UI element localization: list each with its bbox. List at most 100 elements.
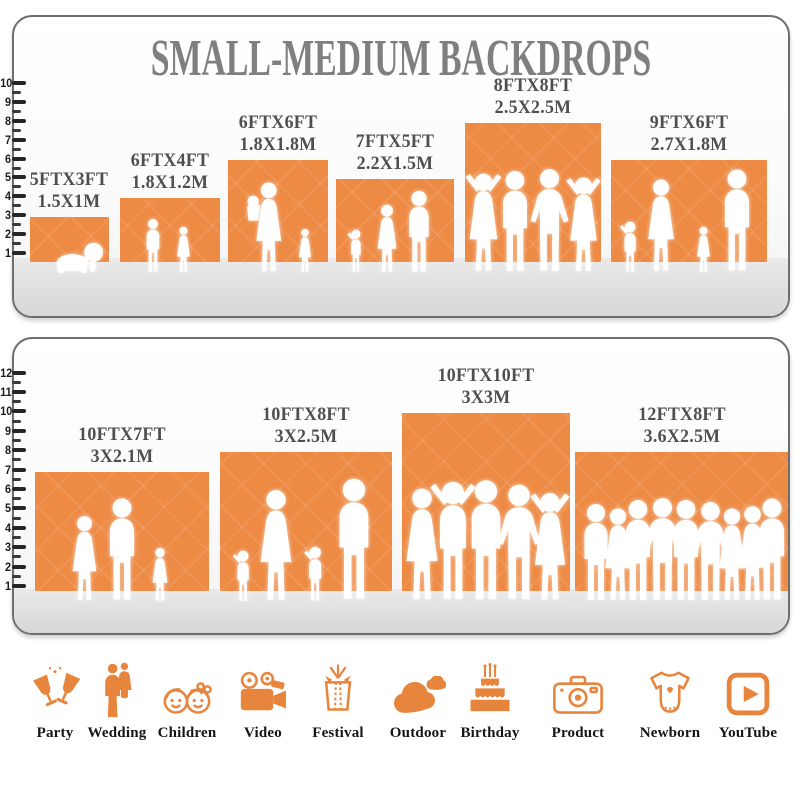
size-label-ft: 10FTX10FT (437, 365, 535, 386)
silhouette-woman-armsup (521, 491, 579, 603)
category-festival: Festival (296, 660, 380, 742)
silhouette-woman-armsup (558, 176, 609, 274)
ruler-minor-tick (12, 516, 21, 520)
silhouette-man (494, 170, 536, 274)
ruler-minor-tick (12, 109, 21, 113)
ruler-minor-tick (12, 555, 21, 559)
category-label: Wedding (87, 725, 147, 741)
ruler-bottom-number-1: 1 (4, 579, 11, 593)
ruler-bottom-number-11: 11 (0, 385, 12, 399)
panel-small-medium: SMALL-MEDIUM BACKDROPS 5FTX3FT 1.5X1M 6FTX… (12, 15, 790, 318)
category-label: YouTube (718, 725, 778, 741)
size-label-ft: 10FTX8FT (262, 404, 350, 425)
category-children: Children (145, 660, 229, 742)
ruler-minor-tick (12, 223, 21, 227)
ruler-major-tick (12, 390, 26, 394)
ruler-bottom-number-3: 3 (4, 540, 11, 555)
size-label-m: 3.6X2.5M (643, 426, 721, 447)
ruler-major-tick (12, 564, 26, 569)
ruler-bottom-number-2: 2 (4, 559, 11, 574)
silhouette-woman-armsup (457, 172, 510, 274)
ruler-top-number-9: 9 (4, 94, 11, 109)
size-label-m: 3X3M (461, 387, 511, 408)
ruler-bottom-number-6: 6 (4, 482, 11, 496)
ruler-minor-tick (12, 147, 21, 151)
size-label-ft: 6FTX6FT (238, 112, 318, 133)
silhouette-man (329, 477, 379, 603)
silhouette-woman (67, 515, 102, 603)
wedding-icon (75, 660, 159, 718)
category-label: Festival (312, 725, 364, 741)
silhouette-woman (733, 505, 772, 603)
ruler-major-tick (12, 525, 26, 530)
backdrop-size-label: 6FTX6FT 1.8X1.8M (193, 112, 362, 156)
outdoor-icon (376, 660, 460, 718)
backdrop-size-label: 12FTX8FT 3.6X2.5M (597, 404, 766, 448)
size-label-ft: 9FTX6FT (649, 112, 729, 133)
silhouette-woman-holding (242, 182, 290, 274)
size-label-m: 1.8X1.2M (131, 172, 209, 193)
ruler-minor-tick (12, 439, 21, 442)
category-label: Outdoor (389, 725, 447, 741)
page-title: SMALL-MEDIUM BACKDROPS (150, 30, 652, 87)
silhouette-man-pose (684, 501, 737, 603)
category-wedding: Wedding (75, 660, 159, 742)
silhouette-man (576, 503, 616, 603)
silhouette-woman (642, 178, 680, 274)
size-label-m: 2.7X1.8M (650, 134, 728, 155)
ruler-bottom-number-9: 9 (4, 423, 11, 438)
festival-icon (296, 660, 380, 718)
silhouette-toddler (345, 228, 365, 274)
ruler-bottom-number-4: 4 (4, 520, 11, 535)
silhouette-man-pose (488, 483, 550, 603)
backdrop-size-label: 10FTX7FT 3X2.1M (37, 424, 206, 468)
backdrop-size-label: 8FTX8FT 2.5X2.5M (448, 75, 617, 119)
ruler-minor-tick (12, 204, 21, 208)
category-label: Newborn (639, 725, 701, 741)
ruler-major-tick (12, 156, 26, 161)
ruler-major-tick (12, 118, 26, 123)
ruler-major-tick (12, 137, 26, 142)
silhouette-woman (399, 487, 445, 603)
ruler-minor-tick (12, 128, 21, 132)
ruler-major-tick (12, 232, 26, 237)
category-outdoor: Outdoor (376, 660, 460, 742)
ruler-major-tick (12, 175, 26, 180)
ruler-minor-tick (12, 574, 21, 578)
ruler-bottom-number-12: 12 (0, 365, 13, 380)
ruler-top-number-1: 1 (4, 246, 11, 260)
ruler-minor-tick (12, 419, 21, 423)
silhouette-woman (174, 226, 193, 274)
silhouette-man-pose (522, 168, 577, 274)
ruler-major-tick (12, 448, 26, 453)
ruler-major-tick (12, 213, 26, 218)
ruler-major-tick (12, 545, 26, 550)
backdrop-size-label: 9FTX6FT 2.7X1.8M (604, 112, 773, 156)
ruler-major-tick (12, 251, 26, 255)
silhouette-woman (694, 226, 713, 274)
size-label-m: 3X2.1M (90, 446, 154, 467)
silhouette-toddler (617, 220, 641, 274)
silhouette-man (665, 499, 707, 603)
silhouette-woman (149, 547, 171, 603)
category-party: Party (13, 660, 97, 742)
ruler-bottom-number-10: 10 (0, 404, 13, 419)
silhouette-woman (296, 228, 314, 274)
video-icon (221, 660, 305, 718)
panel-top-floor (14, 258, 788, 316)
size-label-m: 1.8X1.8M (239, 134, 317, 155)
silhouette-woman (253, 489, 299, 603)
silhouette-man (101, 497, 143, 603)
ruler-minor-tick (12, 242, 21, 246)
category-label: Children (157, 725, 217, 741)
ruler-major-tick (12, 194, 26, 199)
category-video: Video (221, 660, 305, 742)
newborn-icon (628, 660, 712, 718)
category-newborn: Newborn (628, 660, 712, 742)
silhouette-toddler (230, 549, 254, 603)
category-label: Party (36, 725, 74, 741)
category-product: Product (536, 660, 620, 742)
silhouette-baby (51, 240, 104, 274)
silhouette-man-armsup (421, 479, 485, 603)
